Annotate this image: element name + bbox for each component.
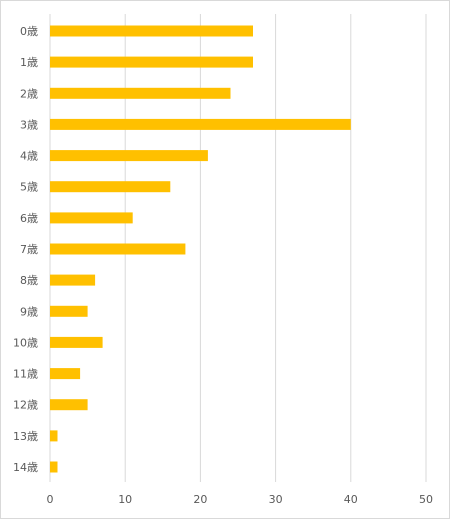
category-label: 14歳: [13, 461, 38, 474]
x-tick-labels: 0 10 20 30 40 50: [47, 493, 434, 506]
bar: [50, 56, 253, 68]
bar: [50, 243, 186, 255]
bar: [50, 461, 58, 473]
category-label: 2歳: [20, 87, 38, 100]
bar: [50, 150, 208, 162]
bars: [50, 25, 351, 473]
category-label: 4歳: [20, 150, 38, 163]
category-label: 8歳: [20, 274, 38, 287]
category-label: 12歳: [13, 399, 38, 412]
bar: [50, 118, 351, 130]
x-tick-label: 10: [118, 493, 132, 506]
bar: [50, 87, 231, 99]
bar: [50, 25, 253, 37]
category-label: 9歳: [20, 305, 38, 318]
bar: [50, 368, 81, 380]
bar: [50, 305, 88, 317]
bar: [50, 181, 171, 193]
category-label: 7歳: [20, 243, 38, 256]
category-label: 6歳: [20, 212, 38, 225]
bar: [50, 336, 103, 348]
bar: [50, 430, 58, 442]
category-label: 0歳: [20, 25, 38, 38]
category-label: 11歳: [13, 368, 38, 381]
bar: [50, 212, 133, 224]
category-label: 1歳: [20, 56, 38, 69]
x-tick-label: 40: [344, 493, 358, 506]
category-labels: 0歳 1歳 2歳 3歳 4歳 5歳 6歳 7歳 8歳 9歳 10歳 11歳 12歳 13歳 14歳: [13, 25, 38, 474]
bar: [50, 274, 96, 286]
x-tick-label: 0: [47, 493, 54, 506]
bar: [50, 399, 88, 411]
x-tick-label: 50: [419, 493, 433, 506]
x-tick-label: 20: [193, 493, 207, 506]
category-label: 3歳: [20, 118, 38, 131]
category-label: 13歳: [13, 430, 38, 443]
x-tick-label: 30: [269, 493, 283, 506]
category-label: 5歳: [20, 181, 38, 194]
category-label: 10歳: [13, 336, 38, 349]
